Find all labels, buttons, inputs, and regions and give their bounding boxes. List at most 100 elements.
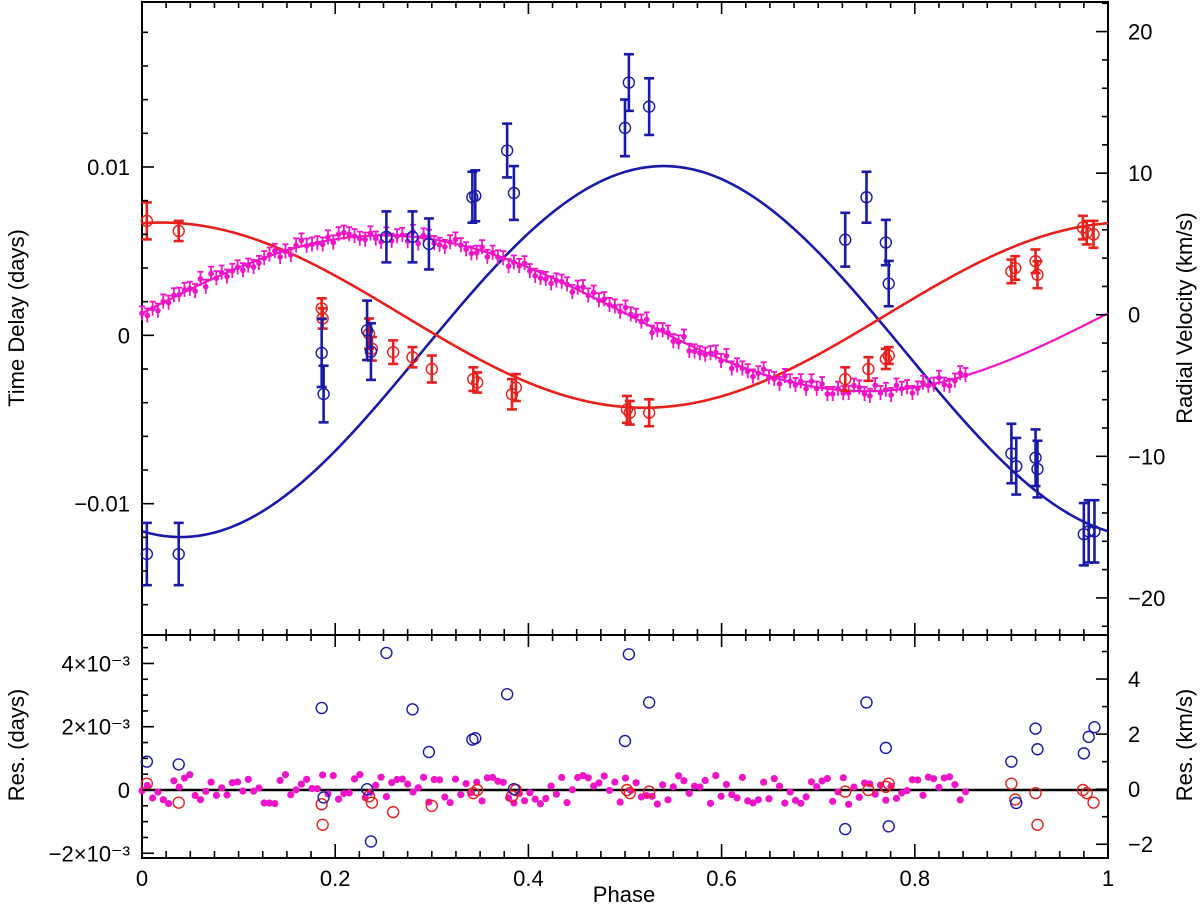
radial-velocity-point-marker — [507, 186, 521, 200]
light-curve-residual — [409, 788, 417, 796]
radial-velocity-point-marker — [172, 547, 185, 561]
radial-velocity-point-marker — [642, 100, 656, 113]
light-curve-point — [442, 244, 448, 250]
light-curve-point — [362, 236, 368, 243]
light-curve-point — [234, 264, 241, 271]
time-delay-residual — [172, 796, 185, 809]
light-curve-point — [548, 280, 554, 287]
light-curve-point — [792, 382, 799, 388]
light-curve-point — [165, 299, 172, 306]
x-axis-title: Phase — [593, 882, 655, 907]
time-delay-residual — [642, 785, 656, 798]
light-curve-point — [457, 242, 464, 248]
top-y-axis-title: Time Delay (days) — [4, 229, 29, 407]
x-tick-label: 0.2 — [320, 866, 351, 891]
radial-velocity-residual — [380, 646, 393, 660]
light-curve-point — [293, 242, 299, 249]
light-curve-residual — [558, 773, 566, 782]
light-curve-point — [585, 292, 592, 299]
light-curve-point — [813, 385, 820, 392]
light-curve-residual — [845, 800, 853, 808]
light-curve-point — [500, 255, 507, 262]
radial-velocity-residual — [839, 822, 852, 836]
light-curve-residual — [802, 793, 810, 801]
light-curve-point — [633, 312, 639, 319]
light-curve-residual — [664, 796, 672, 804]
light-curve-residual — [701, 776, 709, 785]
light-curve-point — [266, 251, 273, 258]
residual-y2-tick-label: 4 — [1128, 667, 1140, 692]
light-curve-point — [415, 240, 422, 247]
radial-velocity-point-marker — [364, 345, 378, 358]
light-curve-residual — [584, 774, 592, 782]
light-curve-point — [553, 277, 560, 284]
radial-velocity-residual — [507, 782, 521, 796]
time-delay-residual — [362, 790, 376, 803]
top-panel: 0.01 0 −0.01 20 10 0 −10 −20 — [74, 1, 1165, 636]
light-curve-point — [250, 264, 257, 270]
x-tick-label: 0 — [136, 866, 148, 891]
light-curve-residual — [839, 774, 847, 782]
residual-y2-tick-label: 2 — [1128, 722, 1140, 747]
light-curve-residual — [552, 790, 561, 798]
light-curve-residual — [669, 783, 677, 791]
light-curve-point — [197, 276, 204, 282]
light-curve-residual — [451, 775, 460, 783]
light-curve-residual — [276, 776, 284, 785]
time-delay-point-marker — [1009, 261, 1022, 275]
time-delay-residual — [1076, 783, 1090, 797]
light-curve-residual — [180, 774, 189, 782]
residual-y-tick-label: 0 — [118, 778, 130, 803]
light-curve-point — [171, 292, 177, 299]
light-curve-residual — [499, 778, 507, 786]
radial-velocity-residual — [860, 696, 873, 709]
light-curve-point — [861, 391, 868, 397]
time-delay-residual — [862, 783, 875, 797]
radial-velocity-residual — [642, 696, 656, 709]
light-curve-point — [798, 378, 804, 385]
time-delay-point-marker — [623, 406, 637, 419]
light-curve-residual — [388, 778, 396, 787]
light-curve-residual — [159, 796, 167, 804]
light-curve-point — [495, 254, 501, 261]
light-curve-residual — [696, 783, 704, 791]
light-curve-residual — [218, 784, 226, 792]
light-curve-residual — [393, 775, 401, 784]
light-curve-point — [346, 231, 353, 238]
light-curve-point — [590, 289, 597, 296]
light-curve-residual — [760, 778, 768, 786]
light-curve-point — [824, 391, 831, 397]
light-curve-point — [314, 240, 321, 246]
light-curve-residual — [526, 789, 534, 797]
light-curve-point — [245, 262, 252, 269]
light-curve-point — [867, 393, 873, 399]
light-curve-residual — [404, 780, 412, 788]
time-delay-point-marker — [1005, 265, 1018, 278]
light-curve-point — [511, 259, 517, 266]
light-curve-residual — [441, 793, 449, 801]
light-curve-point — [287, 252, 294, 258]
light-curve-point — [367, 230, 374, 237]
light-curve-residual — [717, 792, 725, 800]
time-delay-residual — [365, 796, 379, 809]
light-curve-point — [930, 381, 937, 388]
time-delay-point-marker — [620, 403, 634, 416]
radial-velocity-point-marker — [140, 547, 154, 561]
light-curve-point — [718, 358, 724, 364]
light-curve-point — [617, 308, 623, 315]
light-curve-residual — [829, 797, 837, 805]
top-y-tick-label: −0.01 — [74, 492, 130, 517]
light-curve-point — [713, 349, 719, 356]
radial-velocity-residual — [172, 758, 185, 771]
light-curve-point — [909, 390, 916, 396]
light-curve-point — [580, 284, 586, 290]
time-delay-residual — [425, 799, 438, 813]
time-delay-residual — [620, 783, 634, 797]
residual-y2-tick-label: 0 — [1128, 777, 1140, 802]
light-curve-residual — [611, 778, 619, 786]
light-curve-residual — [961, 788, 970, 796]
light-curve-point — [659, 327, 666, 333]
light-curve-residual — [313, 785, 321, 793]
time-delay-point-marker — [1031, 268, 1044, 281]
